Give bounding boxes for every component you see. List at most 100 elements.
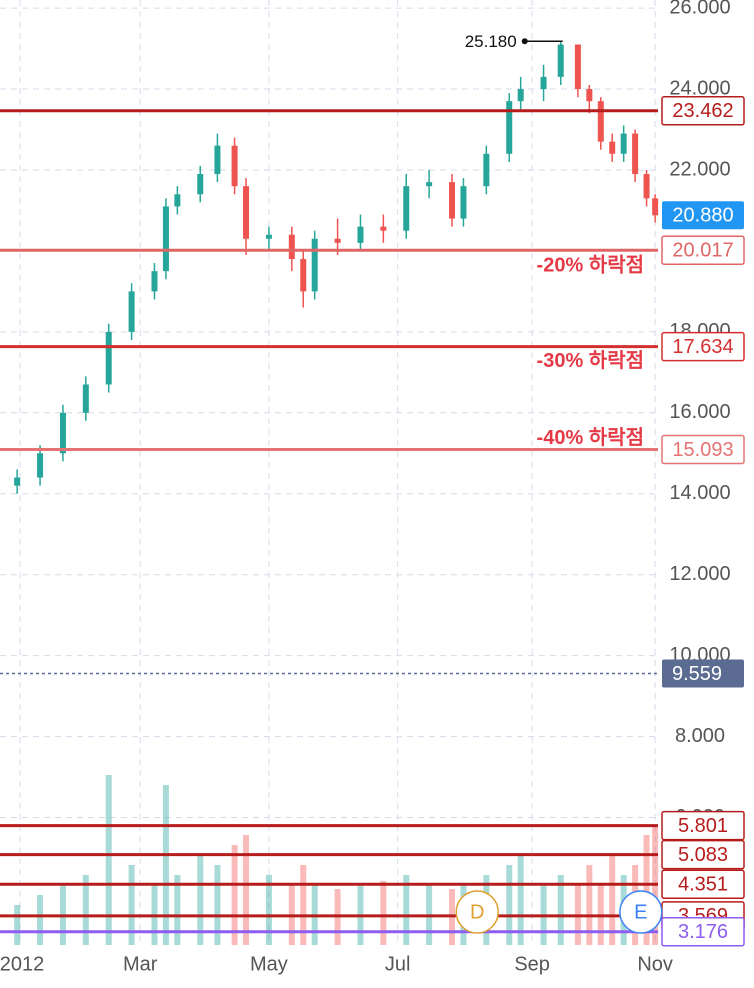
price-level-label: 5.083 [678, 844, 728, 866]
candle-body [265, 234, 272, 239]
x-tick-label: May [250, 953, 288, 975]
level-note: -30% 하락점 [537, 349, 644, 372]
price-level-badge [661, 434, 745, 465]
x-tick-label: Jul [385, 953, 411, 975]
candle-body [483, 153, 490, 187]
candle-body [460, 186, 467, 219]
volume-bar [265, 875, 272, 945]
x-tick-label: 2012 [0, 953, 44, 975]
candle-body [643, 174, 650, 199]
volume-bar [643, 835, 650, 945]
level-note: -20% 하락점 [537, 254, 644, 277]
x-tick-label: Sep [514, 953, 550, 975]
event-label: E [634, 901, 647, 923]
volume-bar [557, 875, 564, 945]
volume-bar [300, 865, 307, 945]
price-level-label: 15.093 [672, 439, 733, 461]
price-level-badge [661, 96, 745, 126]
candle-body [174, 194, 181, 207]
candle-body [597, 101, 604, 142]
volume-bar [380, 881, 387, 945]
high-marker-label: 25.180 [465, 32, 517, 51]
candle-body [105, 331, 112, 385]
candle-body [632, 133, 639, 175]
event-badge [455, 890, 499, 934]
volume-bar [586, 865, 593, 945]
y-tick-label: 16.000 [669, 401, 730, 423]
y-tick-label: 8.000 [675, 725, 725, 747]
price-level-badge [661, 839, 745, 870]
candle-body [151, 271, 158, 292]
candle-body [197, 174, 204, 195]
candle-body [37, 453, 44, 478]
candle-body [586, 89, 593, 102]
candle-body [557, 44, 564, 77]
volume-bar [105, 775, 112, 945]
candle-body [609, 141, 616, 154]
price-level-badge [661, 235, 745, 265]
candle-body [231, 145, 238, 187]
y-tick-label: 26.000 [669, 0, 730, 18]
candle-body [59, 412, 66, 454]
candle-body [652, 198, 659, 216]
candle-body [380, 226, 387, 231]
candle-body [540, 76, 547, 90]
y-tick-label: 24.000 [669, 77, 730, 99]
candle-body [14, 477, 21, 486]
volume-bar [403, 875, 410, 945]
last-price-label: 20.880 [672, 205, 733, 227]
candle-body [300, 259, 307, 292]
volume-bar [14, 905, 21, 945]
volume-bar [82, 875, 89, 945]
price-level-badge [661, 869, 745, 900]
price-level-badge [661, 331, 745, 362]
volume-bar [231, 845, 238, 945]
price-level-label: 3.176 [678, 921, 728, 943]
x-tick-label: Nov [637, 953, 673, 975]
volume-bar [609, 855, 616, 945]
candle-body [517, 89, 524, 102]
candle-body [357, 226, 364, 243]
price-level-label: 20.017 [672, 240, 733, 262]
x-tick-label: Mar [123, 953, 158, 975]
last-price-badge [662, 201, 744, 230]
candle-body [426, 182, 433, 187]
candle-body [506, 101, 513, 154]
event-label: D [470, 901, 484, 923]
volume-bar [174, 875, 181, 945]
volume-bar [517, 855, 524, 945]
volume-bar [162, 785, 169, 945]
reference-label: 9.559 [672, 663, 722, 685]
event-badge [619, 890, 663, 934]
volume-bar [37, 895, 44, 945]
candle-body [162, 206, 169, 272]
candle-body [334, 238, 341, 243]
price-level-label: 5.801 [678, 815, 728, 837]
candle-body [574, 44, 581, 90]
level-note: -40% 하락점 [537, 426, 644, 449]
volume-bar [243, 835, 250, 945]
high-marker-dot [521, 38, 528, 45]
candle-body [403, 186, 410, 231]
volume-bar [214, 865, 221, 945]
candle-body [214, 145, 221, 175]
y-tick-label: 14.000 [669, 482, 730, 504]
candle-body [128, 291, 135, 332]
candle-body [620, 133, 627, 154]
price-level-badge [661, 810, 745, 841]
candle-body [82, 384, 89, 413]
reference-badge [662, 659, 744, 688]
price-level-label: 17.634 [672, 336, 733, 358]
price-level-badge [661, 917, 745, 947]
candle-body [449, 182, 456, 219]
y-tick-label: 22.000 [669, 158, 730, 180]
price-level-label: 4.351 [678, 874, 728, 896]
volume-bar [197, 855, 204, 945]
volume-bar [506, 865, 513, 945]
candle-body [311, 238, 318, 292]
candle-body [243, 186, 250, 239]
y-tick-label: 12.000 [669, 563, 730, 585]
volume-bar [128, 865, 135, 945]
